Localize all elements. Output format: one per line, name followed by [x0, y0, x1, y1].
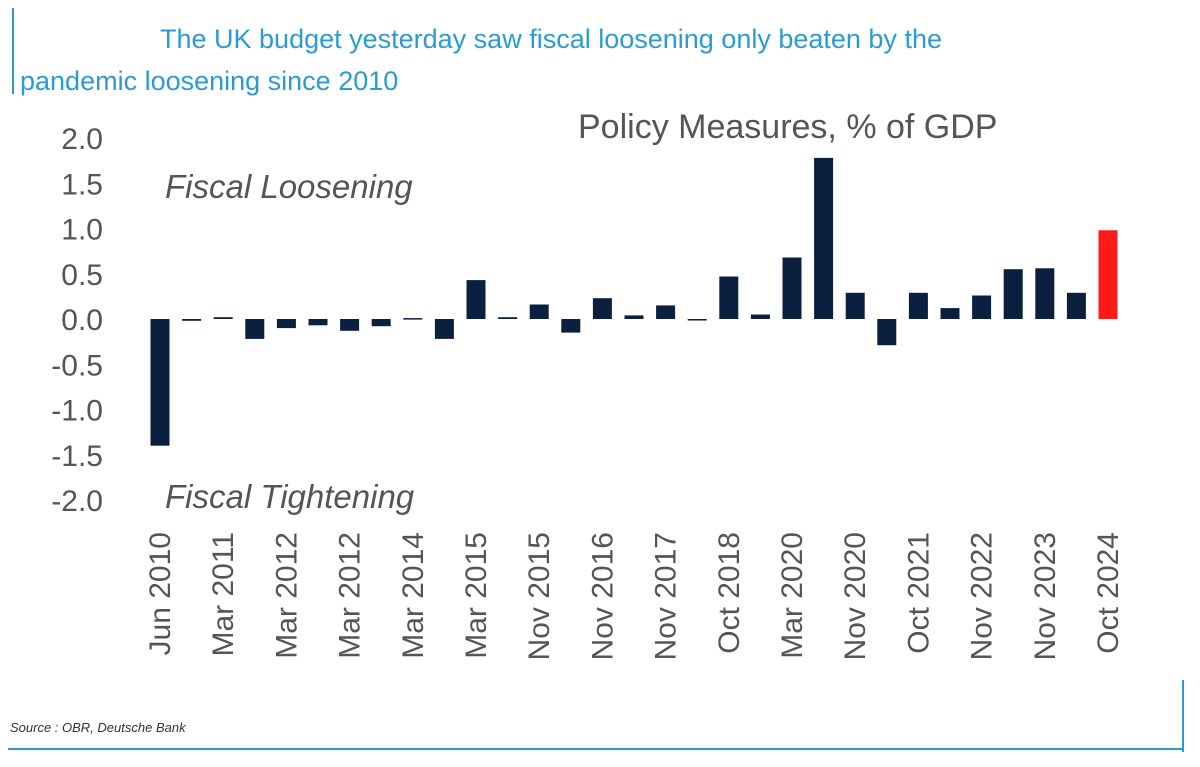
y-axis-ticks: 2.0 1.5 1.0 0.5 0.0 -0.5 -1.0 -1.5 -2.0 [51, 123, 103, 518]
bar [1003, 269, 1023, 319]
x-tick-label: Nov 2020 [839, 532, 872, 660]
bar [624, 315, 644, 319]
bar [498, 317, 518, 319]
bar [782, 257, 802, 319]
x-tick-label: Oct 2021 [902, 532, 935, 654]
bars [150, 157, 1118, 446]
y-tick-label: -2.0 [51, 485, 103, 518]
x-tick-label: Mar 2014 [397, 532, 430, 659]
x-tick-label: Nov 2017 [650, 532, 683, 660]
x-tick-label: Oct 2024 [1092, 532, 1125, 654]
frame-bottom-rule [8, 748, 1184, 750]
x-tick-label: Mar 2012 [270, 532, 303, 659]
bar [972, 295, 992, 319]
x-tick-label: Nov 2016 [586, 532, 619, 660]
bar [1066, 292, 1086, 319]
x-tick-label: Mar 2011 [207, 532, 240, 657]
bar [1035, 268, 1055, 319]
bar [656, 305, 676, 319]
bar [182, 319, 202, 321]
x-axis-ticks: Jun 2010 Mar 2011 Mar 2012 Mar 2012 Mar 2014… [144, 532, 1125, 660]
bar [150, 319, 170, 446]
bar [845, 292, 865, 319]
bar [466, 280, 486, 319]
x-tick-label: Mar 2020 [776, 532, 809, 659]
headline-line-2: pandemic loosening since 2010 [20, 66, 399, 96]
y-tick-label: 1.0 [61, 214, 103, 247]
annotation-fiscal-loosening: Fiscal Loosening [165, 168, 413, 205]
bar [245, 319, 265, 339]
bar [403, 318, 423, 320]
y-tick-label: 0.5 [61, 259, 103, 292]
bar [592, 298, 612, 319]
bar [719, 276, 739, 319]
annotation-fiscal-tightening: Fiscal Tightening [165, 478, 415, 515]
bar [750, 314, 770, 319]
bar [213, 317, 233, 319]
chart-title: Policy Measures, % of GDP [578, 108, 997, 146]
y-tick-label: 2.0 [61, 123, 103, 156]
x-tick-label: Mar 2012 [334, 532, 367, 659]
bar [529, 304, 549, 319]
bar [814, 157, 834, 319]
bar [561, 319, 581, 333]
frame-left-rule [12, 8, 14, 94]
x-tick-label: Nov 2015 [523, 532, 556, 660]
bar [687, 319, 707, 321]
bar [308, 319, 328, 326]
bar [908, 292, 928, 319]
bar [276, 319, 296, 329]
headline-line-1: The UK budget yesterday saw fiscal loose… [160, 24, 942, 54]
bar [877, 319, 897, 346]
y-tick-label: 0.0 [61, 304, 103, 337]
bar [371, 319, 391, 327]
bar [940, 308, 960, 319]
y-tick-label: 1.5 [61, 168, 103, 201]
bar [434, 319, 454, 339]
y-tick-label: -1.0 [51, 395, 103, 428]
x-tick-label: Oct 2018 [713, 532, 746, 654]
frame-right-rule [1182, 680, 1184, 752]
x-tick-label: Nov 2022 [966, 532, 999, 660]
x-tick-label: Jun 2010 [144, 532, 177, 655]
bar [340, 319, 360, 331]
x-tick-label: Nov 2023 [1029, 532, 1062, 660]
y-tick-label: -0.5 [51, 349, 103, 382]
y-tick-label: -1.5 [51, 440, 103, 473]
bar-highlighted [1098, 230, 1118, 319]
source-note: Source : OBR, Deutsche Bank [10, 720, 186, 735]
x-tick-label: Mar 2015 [460, 532, 493, 659]
headline: The UK budget yesterday saw fiscal loose… [20, 18, 1120, 102]
